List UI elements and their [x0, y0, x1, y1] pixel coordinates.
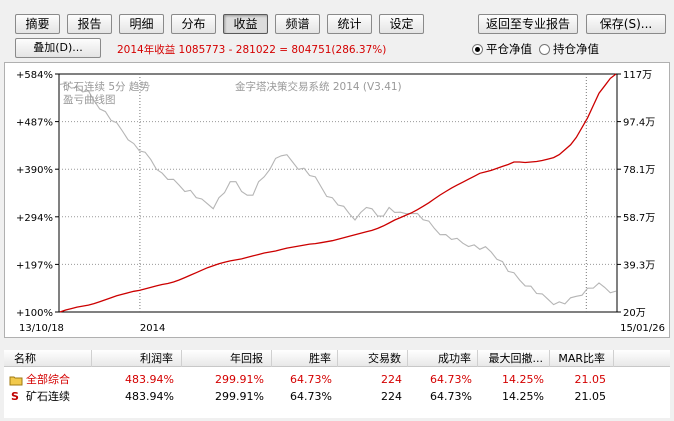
col-profit-rate[interactable]: 利润率 [92, 350, 182, 367]
radio-open-equity[interactable]: 持仓净值 [539, 41, 599, 57]
row-max-drawdown: 14.25% [502, 373, 544, 386]
results-table: 名称 利润率 年回报 胜率 交易数 成功率 最大回撤... MAR比率 全部综合… [4, 350, 670, 418]
col-annual-return[interactable]: 年回报 [182, 350, 272, 367]
right-tick-label: 58.7万 [623, 213, 655, 224]
row-profit-rate: 483.94% [125, 373, 174, 386]
row-profit-rate: 483.94% [125, 390, 174, 403]
radio-closed-equity-label: 平仓净值 [486, 42, 532, 56]
col-win-rate[interactable]: 胜率 [272, 350, 338, 367]
row-success-rate: 64.73% [430, 390, 472, 403]
tab-spectrum[interactable]: 频谱 [275, 14, 320, 34]
row-annual-return: 299.91% [215, 390, 264, 403]
radio-unchecked-icon [539, 43, 550, 55]
row-name: 矿石连续 [26, 390, 70, 403]
table-row[interactable]: 全部综合 483.94% 299.91% 64.73% 224 64.73% 1… [4, 371, 670, 388]
right-tick-label: 20万 [623, 308, 646, 319]
left-tick-label: +100% [16, 308, 53, 319]
col-success-rate[interactable]: 成功率 [408, 350, 478, 367]
row-trade-count: 224 [381, 390, 402, 403]
watermark-system: 金字塔决策交易系统 2014 (V3.41) [235, 80, 402, 93]
tab-distribution[interactable]: 分布 [171, 14, 216, 34]
row-name: 全部综合 [26, 373, 70, 386]
right-tick-label: 39.3万 [623, 260, 655, 271]
row-success-rate: 64.73% [430, 373, 472, 386]
radio-checked-icon [472, 43, 483, 55]
x-year-label: 2014 [140, 323, 165, 334]
row-max-drawdown: 14.25% [502, 390, 544, 403]
left-tick-label: +294% [16, 213, 53, 224]
annual-return-summary: 2014年收益 1085773 - 281022 = 804751(286.37… [117, 44, 387, 56]
tab-summary[interactable]: 摘要 [15, 14, 60, 34]
right-tick-label: 117万 [623, 70, 652, 81]
right-tick-label: 78.1万 [623, 165, 655, 176]
row-win-rate: 64.73% [290, 390, 332, 403]
left-tick-label: +584% [16, 70, 53, 81]
col-max-drawdown[interactable]: 最大回撤... [478, 350, 550, 367]
row-win-rate: 64.73% [290, 373, 332, 386]
watermark-contract: 矿石连续 5分 趋势 [63, 80, 150, 93]
left-tick-label: +390% [16, 165, 53, 176]
tab-settings[interactable]: 设定 [379, 14, 424, 34]
left-tick-label: +197% [16, 260, 53, 271]
save-button[interactable]: 保存(S)... [586, 14, 666, 34]
left-tick-label: +487% [16, 118, 53, 129]
row-mar-ratio: 21.05 [574, 373, 607, 386]
plot-area [58, 73, 618, 313]
tab-detail[interactable]: 明细 [119, 14, 164, 34]
folder-icon [9, 371, 23, 388]
x-end-label: 15/01/26 [620, 323, 665, 334]
overlay-button[interactable]: 叠加(D)... [15, 38, 101, 58]
equity-chart: +584% 117万 +487% 97.4万 +390% 78.1万 +294% 58.7万 +… [4, 62, 670, 338]
row-mar-ratio: 21.05 [574, 390, 607, 403]
x-start-label: 13/10/18 [19, 323, 64, 334]
col-mar-ratio[interactable]: MAR比率 [550, 350, 614, 367]
radio-closed-equity[interactable]: 平仓净值 [472, 41, 532, 57]
right-tick-label: 97.4万 [623, 118, 655, 129]
tab-statistics[interactable]: 统计 [327, 14, 372, 34]
watermark-note: 盈亏曲线图 [63, 93, 116, 106]
row-trade-count: 224 [381, 373, 402, 386]
price-curve-line [59, 82, 617, 306]
strategy-s-icon: S [11, 390, 19, 403]
return-to-pro-report-button[interactable]: 返回至专业报告 [478, 14, 578, 34]
row-annual-return: 299.91% [215, 373, 264, 386]
table-header: 名称 利润率 年回报 胜率 交易数 成功率 最大回撤... MAR比率 [4, 350, 670, 367]
equity-curve-line [59, 73, 617, 313]
table-row[interactable]: S 矿石连续 483.94% 299.91% 64.73% 224 64.73%… [4, 388, 670, 405]
tab-returns[interactable]: 收益 [223, 14, 268, 34]
col-trade-count[interactable]: 交易数 [338, 350, 408, 367]
radio-open-equity-label: 持仓净值 [553, 42, 599, 56]
tab-report[interactable]: 报告 [67, 14, 112, 34]
col-name[interactable]: 名称 [4, 350, 92, 367]
equity-chart-svg: +584% 117万 +487% 97.4万 +390% 78.1万 +294% 58.7万 +… [16, 70, 665, 334]
